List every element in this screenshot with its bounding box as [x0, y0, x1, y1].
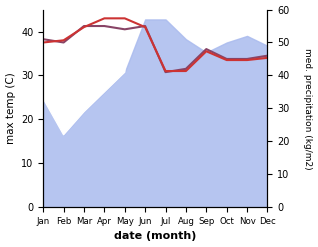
Y-axis label: max temp (C): max temp (C): [5, 72, 16, 144]
Y-axis label: med. precipitation (kg/m2): med. precipitation (kg/m2): [303, 48, 313, 169]
X-axis label: date (month): date (month): [114, 231, 197, 242]
